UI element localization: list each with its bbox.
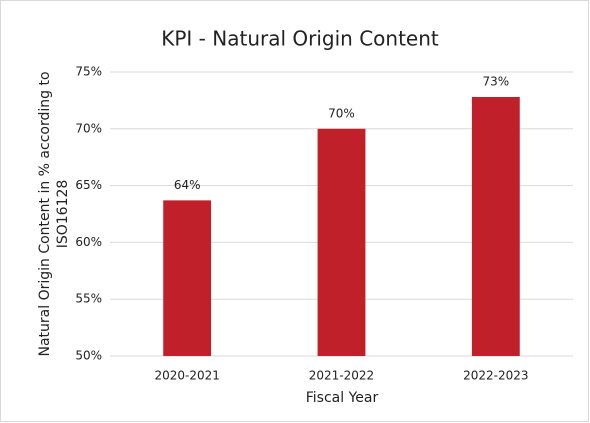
data-label: 64% [174, 178, 201, 192]
x-tick-label: 2020-2021 [154, 369, 219, 383]
y-tick-label: 55% [75, 292, 102, 306]
y-tick-label: 70% [75, 121, 102, 135]
y-tick-label: 50% [75, 349, 102, 363]
bar [317, 128, 366, 356]
data-label: 73% [482, 74, 509, 88]
bar [163, 200, 212, 356]
y-tick-label: 65% [75, 178, 102, 192]
y-tick-label: 60% [75, 235, 102, 249]
y-axis-label-line: ISO16128 [55, 180, 71, 249]
bar [471, 96, 520, 356]
x-tick-label: 2021-2022 [309, 369, 374, 383]
y-axis-label-line: Natural Origin Content in % according to [37, 71, 53, 356]
y-tick-label: 75% [75, 65, 102, 79]
x-tick-label: 2022-2023 [463, 369, 528, 383]
data-label: 70% [328, 106, 355, 120]
chart-title: KPI - Natural Origin Content [161, 27, 439, 51]
y-axis-label: Natural Origin Content in % according to… [37, 71, 71, 356]
x-axis-label: Fiscal Year [306, 390, 379, 406]
